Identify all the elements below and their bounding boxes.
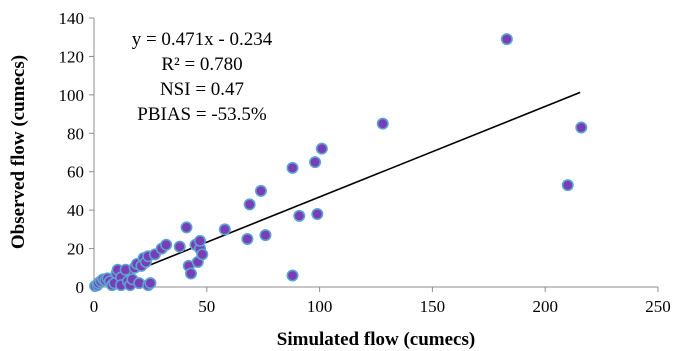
y-axis-title: Observed flow (cumecs) xyxy=(8,55,29,249)
data-point xyxy=(218,223,231,236)
data-point xyxy=(144,277,157,290)
data-point xyxy=(309,156,322,169)
y-tick-label: 60 xyxy=(67,163,84,182)
data-point xyxy=(286,161,299,174)
trendline xyxy=(95,91,581,288)
data-point xyxy=(185,267,198,280)
x-tick-label: 200 xyxy=(532,297,558,316)
data-points xyxy=(89,33,588,293)
data-point xyxy=(196,248,209,261)
y-tick-label: 40 xyxy=(67,201,84,220)
x-tick-label: 150 xyxy=(420,297,446,316)
data-point xyxy=(500,33,513,46)
annotation-r2: R² = 0.780 xyxy=(161,54,242,75)
y-tick-label: 100 xyxy=(59,86,85,105)
x-tick-label: 0 xyxy=(90,297,99,316)
data-point xyxy=(243,198,256,211)
y-tick-label: 0 xyxy=(76,278,85,297)
annotation-pbias: PBIAS = -53.5% xyxy=(137,104,267,125)
data-point xyxy=(311,207,324,220)
data-point xyxy=(160,238,173,251)
data-point xyxy=(180,221,193,234)
data-point xyxy=(259,229,272,242)
y-tick-label: 120 xyxy=(59,47,85,66)
data-point xyxy=(293,209,306,222)
y-tick-label: 80 xyxy=(67,124,84,143)
data-point xyxy=(315,142,328,155)
annotation-nsi: NSI = 0.47 xyxy=(160,79,244,100)
y-tick-label: 20 xyxy=(67,240,84,259)
annotation-equation: y = 0.471x - 0.234 xyxy=(132,29,273,50)
data-point xyxy=(194,234,207,247)
tick-labels: 0 50 100 150 200 250 0 20 40 60 80 100 120 140 xyxy=(59,9,671,316)
data-point xyxy=(241,232,254,245)
x-tick-label: 250 xyxy=(645,297,671,316)
data-point xyxy=(173,240,186,253)
x-tick-label: 100 xyxy=(307,297,333,316)
y-tick-label: 140 xyxy=(59,9,85,28)
data-point xyxy=(561,179,574,192)
data-point xyxy=(254,184,267,197)
data-point xyxy=(575,121,588,134)
axes xyxy=(89,17,659,292)
x-tick-label: 50 xyxy=(198,297,215,316)
x-axis-title: Simulated flow (cumecs) xyxy=(277,329,475,350)
trendline-layer xyxy=(95,91,581,288)
data-point xyxy=(376,117,389,130)
data-point xyxy=(286,269,299,282)
